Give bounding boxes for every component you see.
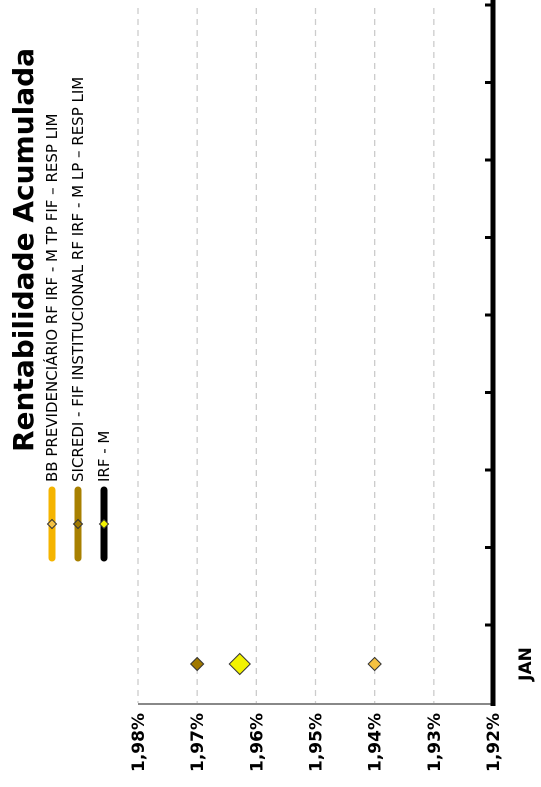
chart-title: Rentabilidade Acumulada <box>7 48 40 452</box>
data-point <box>228 652 251 676</box>
chart-title-group: Rentabilidade Acumulada <box>7 48 40 452</box>
grid-lines <box>137 8 435 703</box>
y-tick-labels: 1,92% 1,93% 1,94% 1,95% 1,96% 1,97% 1,98% <box>129 713 504 772</box>
legend-marker <box>98 518 110 530</box>
y-tick-label: 1,93% <box>425 713 445 772</box>
legend: BB PREVIDENCIÁRIO RF IRF - M TP FIF – RE… <box>42 77 113 562</box>
y-tick-label: 1,97% <box>188 713 208 772</box>
y-tick-label: 1,92% <box>484 713 504 772</box>
legend-label: SICREDI - FIF INSTITUCIONAL RF IRF - M L… <box>69 77 87 482</box>
y-tick-label: 1,98% <box>129 713 149 772</box>
data-point <box>367 656 382 672</box>
legend-marker <box>46 518 58 530</box>
y-tick-label: 1,94% <box>366 713 386 772</box>
x-tick-labels: JAN <box>516 647 536 682</box>
legend-label: BB PREVIDENCIÁRIO RF IRF - M TP FIF – RE… <box>42 114 61 482</box>
axes <box>138 0 496 706</box>
x-tick-label: JAN <box>516 647 536 682</box>
y-tick-label: 1,95% <box>307 713 327 772</box>
data-points <box>189 652 382 676</box>
legend-label: IRF - M <box>95 431 113 482</box>
y-tick-label: 1,96% <box>247 713 267 772</box>
data-point <box>189 656 205 672</box>
legend-marker <box>72 518 84 530</box>
